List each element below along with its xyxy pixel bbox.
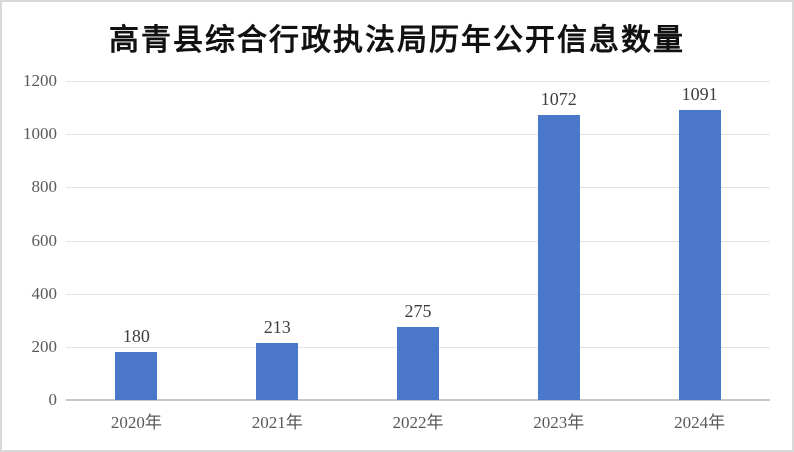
gridline	[66, 81, 770, 82]
bar-value-label: 1072	[540, 89, 577, 110]
x-axis-label: 2023年	[533, 413, 585, 432]
bar-value-label: 213	[263, 317, 291, 338]
bar	[537, 115, 580, 400]
gridline	[66, 134, 770, 136]
bar	[397, 326, 439, 400]
y-tick-label: 1000	[23, 124, 57, 144]
y-tick-label: 800	[31, 177, 58, 197]
y-tick-label: 600	[31, 230, 58, 250]
gridline	[66, 293, 770, 295]
bar	[115, 352, 158, 400]
x-axis-label: 2024年	[674, 413, 726, 432]
x-axis-line	[66, 399, 770, 401]
x-axis-label: 2022年	[392, 413, 444, 432]
bar	[256, 343, 299, 400]
y-tick-label: 200	[31, 336, 58, 356]
y-tick-label: 0	[48, 390, 58, 409]
bar-value-label: 1091	[681, 83, 718, 104]
x-axis-label: 2021年	[251, 413, 303, 432]
gridline	[66, 187, 770, 189]
gridline	[66, 240, 770, 242]
bar	[678, 109, 721, 400]
y-tick-label: 400	[31, 283, 58, 303]
bar-value-label: 180	[122, 326, 150, 347]
bar-value-label: 275	[404, 300, 432, 321]
y-tick-label: 1200	[23, 71, 57, 90]
x-axis-label: 2020年	[110, 413, 162, 432]
chart-title: 高青县综合行政执法局历年公开信息数量	[109, 24, 685, 57]
